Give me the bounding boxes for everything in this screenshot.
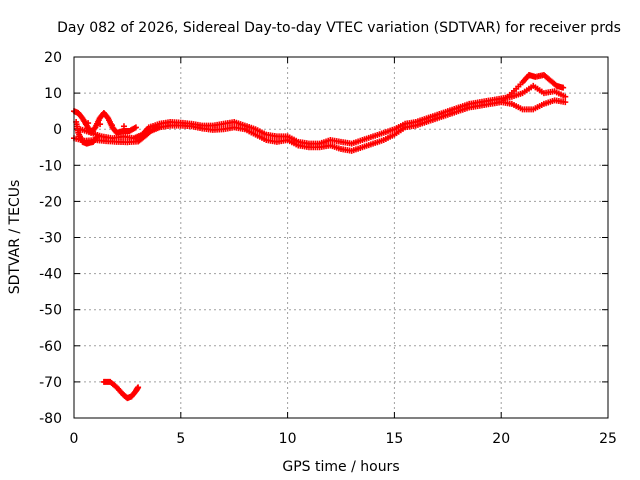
data-point xyxy=(560,84,567,91)
plot-frame xyxy=(73,56,609,419)
x-tick-label: 5 xyxy=(176,431,185,447)
data-point xyxy=(135,384,142,391)
data-point xyxy=(93,134,100,141)
x-tick-label: 20 xyxy=(492,431,510,447)
x-tick-label: 15 xyxy=(385,431,403,447)
y-tick-label: -30 xyxy=(39,231,62,247)
data-point xyxy=(132,124,139,131)
y-tick-label: -50 xyxy=(39,303,62,319)
y-tick-label: -70 xyxy=(39,375,62,391)
series-arc-main-upper xyxy=(77,82,569,147)
y-axis-label: SDTVAR / TECUs xyxy=(7,180,23,295)
data-point xyxy=(97,121,104,128)
y-tick-label: -20 xyxy=(39,194,62,210)
data-points xyxy=(71,72,569,402)
y-tick-label: 10 xyxy=(44,86,62,102)
data-point xyxy=(85,120,92,127)
y-tick-label: -80 xyxy=(39,411,62,427)
data-point xyxy=(120,123,127,130)
x-axis-label: GPS time / hours xyxy=(282,459,399,475)
data-point xyxy=(94,133,101,140)
data-point xyxy=(562,99,569,106)
axis-ticks: 0 5 10 15 20 25 20 10 0 -10 -20 -30 -40 -50 -60 -70 -80 xyxy=(39,50,617,447)
data-point xyxy=(109,122,116,129)
chart-title: Day 082 of 2026, Sidereal Day-to-day VTE… xyxy=(57,20,621,36)
y-tick-label: -60 xyxy=(39,339,62,355)
series-arc-early-loops xyxy=(71,108,139,147)
grid-lines xyxy=(74,57,608,418)
series-arc-peak xyxy=(498,72,567,106)
x-tick-label: 0 xyxy=(70,431,79,447)
x-tick-label: 25 xyxy=(599,431,617,447)
x-tick-label: 10 xyxy=(279,431,297,447)
y-tick-label: 0 xyxy=(53,122,62,138)
y-tick-label: 20 xyxy=(44,50,62,66)
y-tick-label: -40 xyxy=(39,267,62,283)
data-point xyxy=(562,93,569,100)
series-arc-outlier xyxy=(100,378,142,402)
y-tick-label: -10 xyxy=(39,158,62,174)
